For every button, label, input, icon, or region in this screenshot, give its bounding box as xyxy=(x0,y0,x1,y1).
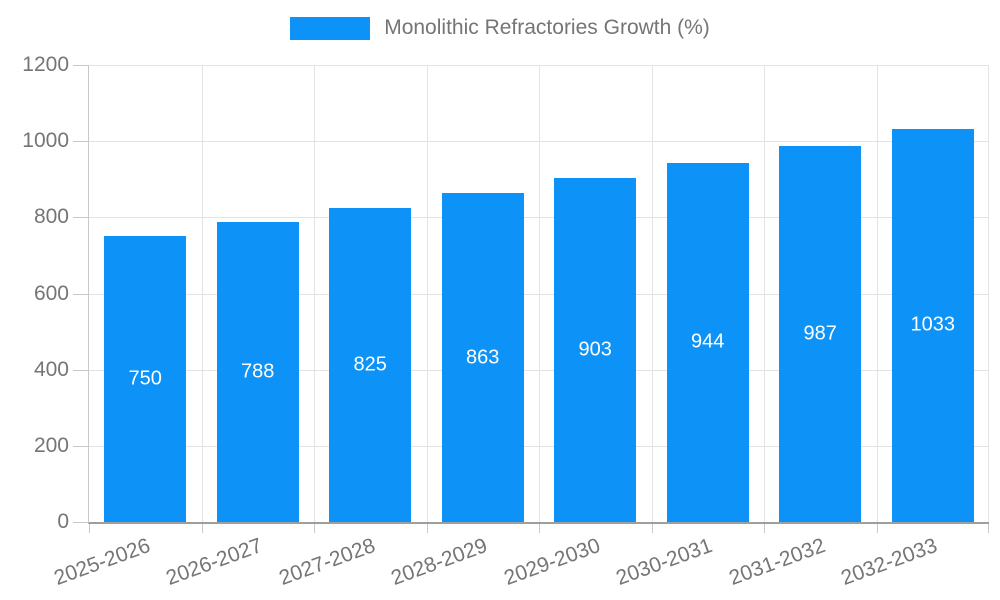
x-axis-category-label: 2026-2027 xyxy=(163,534,266,590)
y-axis-tick xyxy=(73,217,89,219)
x-axis-tick xyxy=(876,524,878,533)
gridline-vertical xyxy=(426,65,428,522)
bar: 987 xyxy=(779,146,862,522)
x-axis-tick xyxy=(201,524,203,533)
y-axis-tick-label: 800 xyxy=(33,205,69,229)
gridline-vertical xyxy=(764,65,765,522)
y-axis-tick-label: 200 xyxy=(33,433,69,457)
y-axis-tick-label: 400 xyxy=(33,357,69,381)
y-axis-tick xyxy=(73,369,89,371)
y-axis-tick xyxy=(73,522,89,523)
y-axis-tick xyxy=(73,293,89,295)
x-axis-tick xyxy=(314,524,315,533)
x-axis-category-label: 2030-2031 xyxy=(613,534,716,590)
y-axis-tick-label: 600 xyxy=(33,281,69,305)
x-axis-category-label: 2031-2032 xyxy=(725,534,829,590)
bar-value-label: 750 xyxy=(128,367,162,390)
bar-value-label: 944 xyxy=(691,330,725,353)
gridline-vertical xyxy=(988,65,989,522)
gridline-vertical xyxy=(314,65,315,522)
y-axis-tick xyxy=(73,141,89,143)
gridline-vertical xyxy=(876,65,878,522)
bar-value-label: 863 xyxy=(466,346,500,369)
x-axis-category-label: 2032-2033 xyxy=(838,534,941,590)
x-axis-tick xyxy=(988,524,989,533)
x-axis-category-label: 2027-2028 xyxy=(275,534,379,590)
bar: 750 xyxy=(104,236,187,522)
x-axis-tick xyxy=(651,524,653,533)
chart-legend: Monolithic Refractories Growth (%) xyxy=(0,16,1000,40)
y-axis-tick-label: 0 xyxy=(57,510,69,533)
plot-area: 0 200 400 600 800 1000 1200 750 2025-2026 788 2026… xyxy=(22,53,989,590)
bar: 903 xyxy=(554,178,637,522)
x-axis-category-label: 2029-2030 xyxy=(500,534,604,590)
x-axis-tick xyxy=(539,524,540,533)
x-axis-category-label: 2025-2026 xyxy=(50,534,154,590)
bar-value-label: 788 xyxy=(241,360,275,383)
bar: 825 xyxy=(329,207,412,522)
y-axis-tick-label: 1200 xyxy=(22,53,69,76)
bar: 944 xyxy=(666,162,749,522)
legend-label: Monolithic Refractories Growth (%) xyxy=(384,16,710,39)
bar-value-label: 903 xyxy=(578,338,612,361)
y-axis-tick-label: 1000 xyxy=(22,129,69,153)
x-axis-category-label: 2028-2029 xyxy=(388,534,491,590)
bar: 863 xyxy=(441,193,524,522)
gridline-vertical xyxy=(539,65,540,522)
x-axis-tick xyxy=(764,524,765,533)
gridline-vertical xyxy=(651,65,653,522)
bar-value-label: 987 xyxy=(803,322,837,345)
gridline-vertical xyxy=(201,65,203,522)
bar: 1033 xyxy=(891,128,974,522)
x-axis-tick xyxy=(426,524,428,533)
y-axis-tick xyxy=(73,445,89,447)
bar-value-label: 825 xyxy=(353,353,387,376)
x-axis-tick xyxy=(89,524,90,533)
legend-swatch-icon xyxy=(290,16,371,40)
y-axis-tick xyxy=(73,65,89,66)
bar: 788 xyxy=(216,221,299,522)
bar-value-label: 1033 xyxy=(910,313,955,336)
